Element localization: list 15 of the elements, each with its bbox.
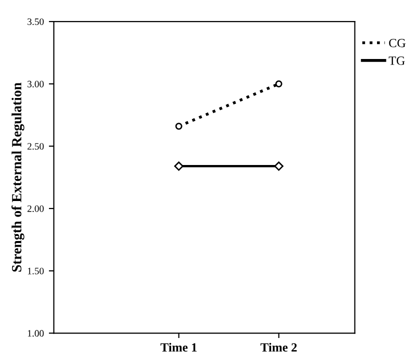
point bbox=[274, 162, 284, 171]
y-tick-label: 3.00 bbox=[28, 80, 44, 88]
x-tick-label: Time 2 bbox=[260, 342, 297, 352]
y-tick-label: 3.50 bbox=[28, 18, 44, 26]
point bbox=[174, 162, 184, 171]
point bbox=[275, 80, 282, 88]
y-tick-label: 2.00 bbox=[28, 205, 44, 212]
legend-label: TG bbox=[388, 56, 405, 65]
y-tick-label: 2.50 bbox=[28, 143, 44, 150]
y-axis-title: Strength of External Regulation bbox=[11, 82, 24, 272]
legend-label: CG bbox=[389, 38, 406, 48]
y-tick-label: 1.50 bbox=[28, 268, 44, 274]
point bbox=[175, 122, 182, 130]
y-tick-label: 1.00 bbox=[28, 330, 44, 337]
x-tick-label: Time 1 bbox=[160, 342, 197, 352]
